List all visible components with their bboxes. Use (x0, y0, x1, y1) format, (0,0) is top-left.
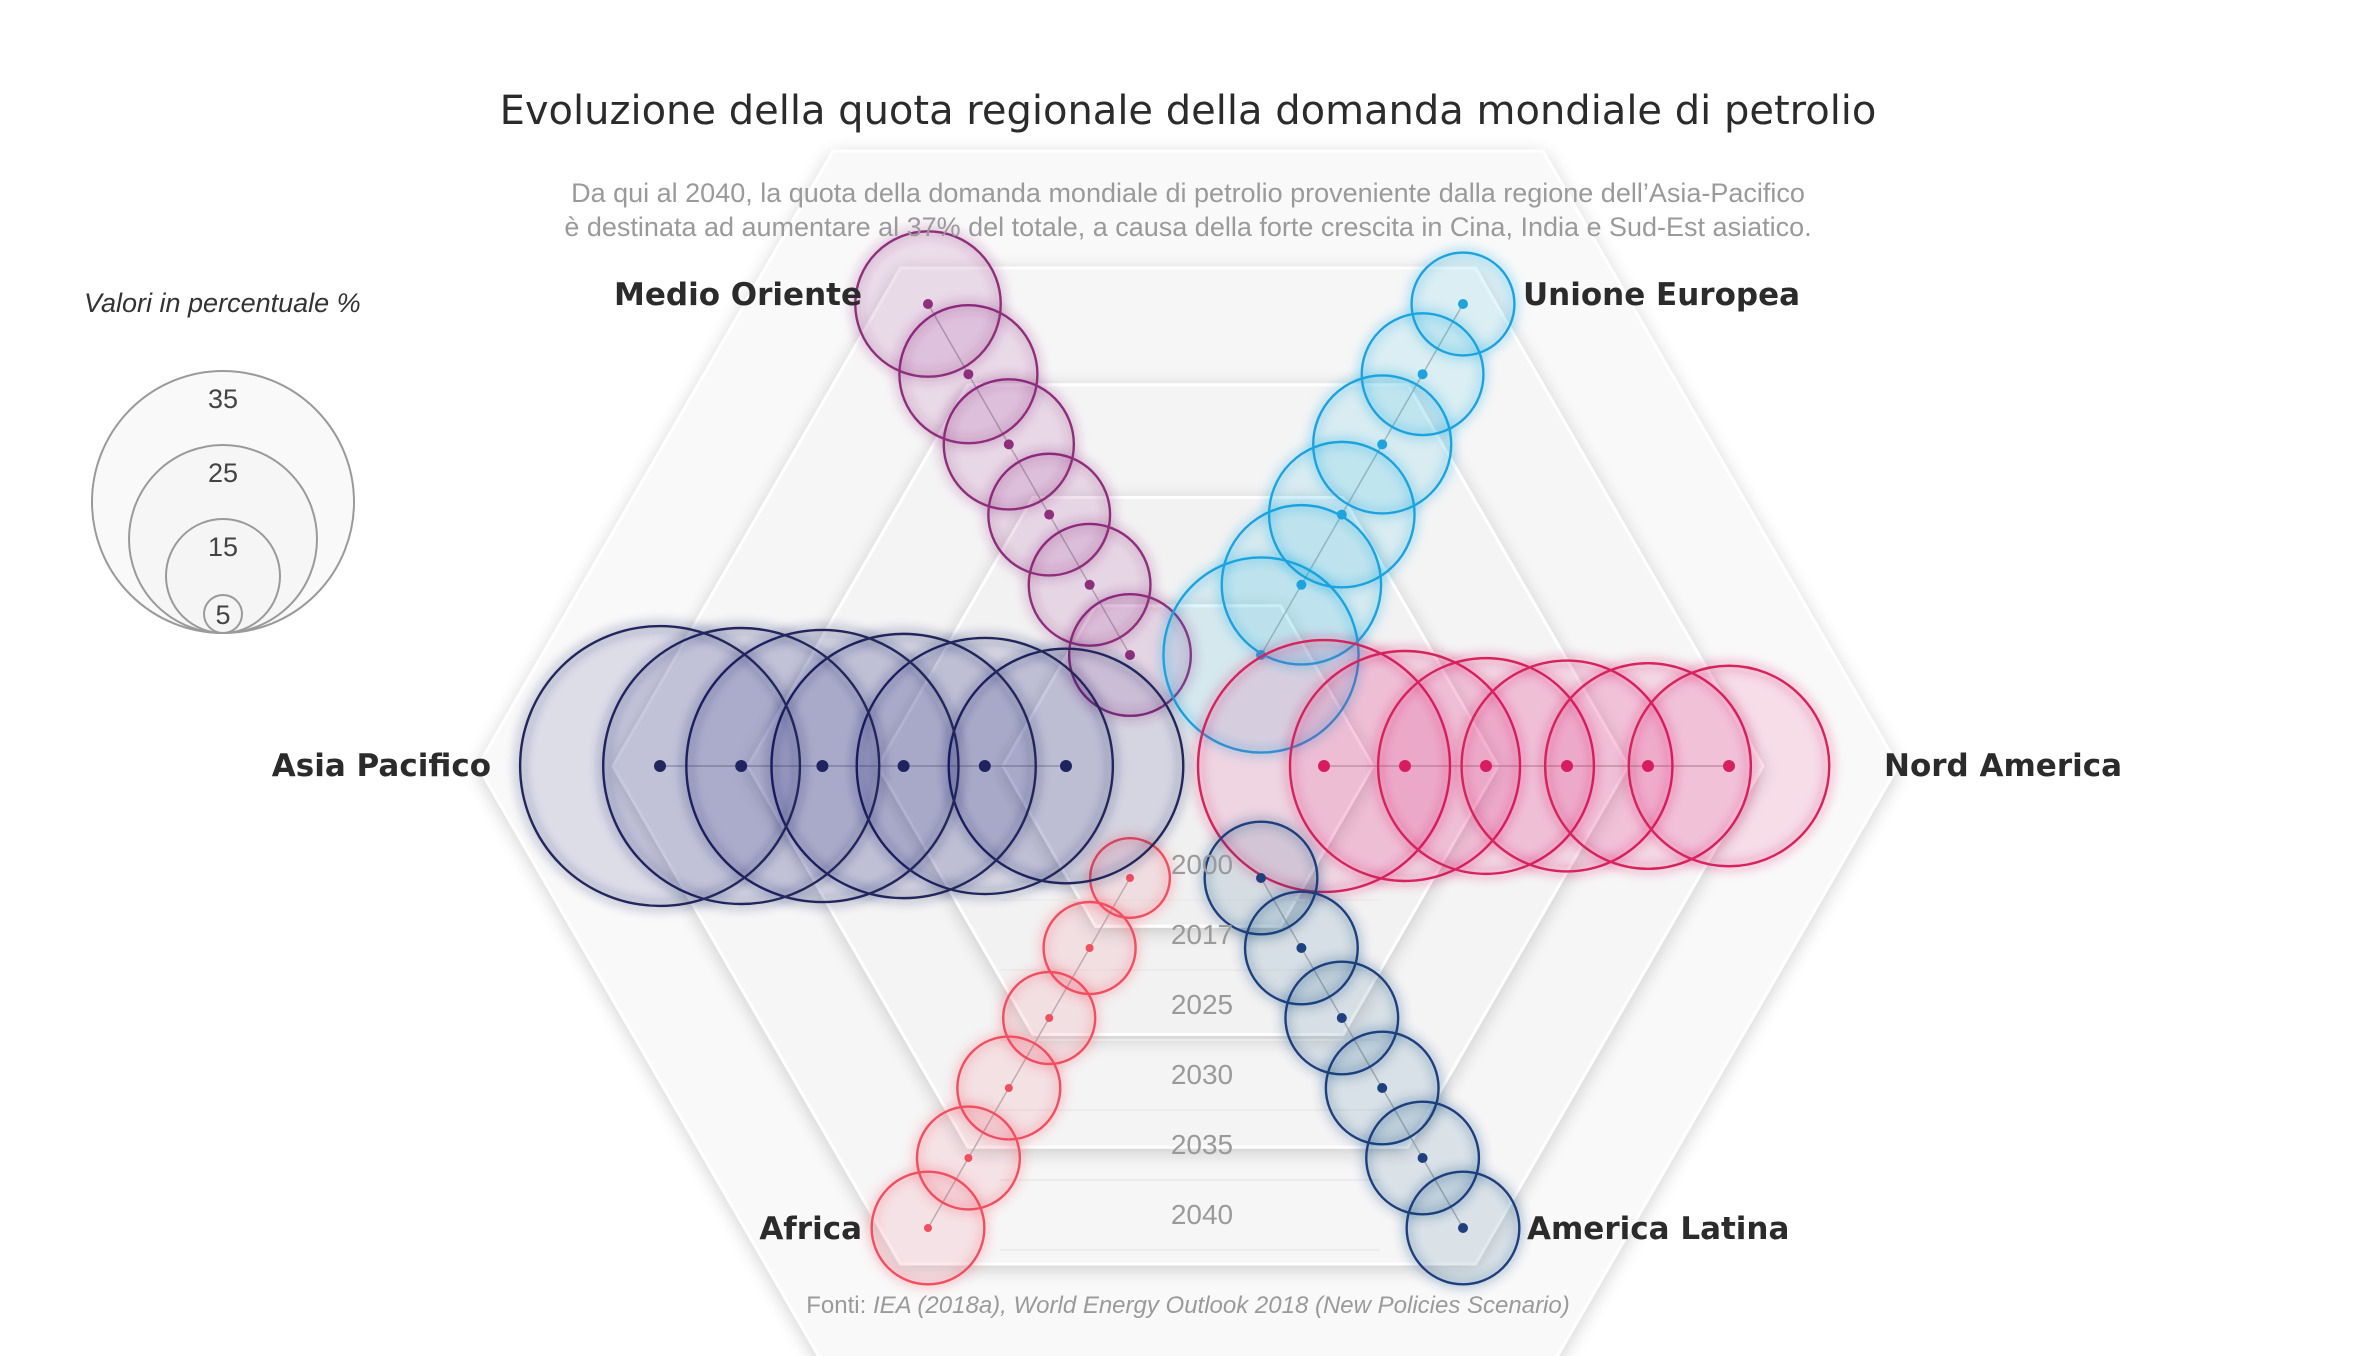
year-label-2035: 2035 (1171, 1129, 1233, 1160)
legend-value-15: 15 (208, 532, 238, 562)
bubble-center-nord-america-2040 (1723, 760, 1735, 772)
legend-value-35: 35 (208, 384, 238, 414)
region-label-asia-pacifico: Asia Pacifico (272, 748, 491, 784)
bubble-center-medio-oriente-2000 (1125, 650, 1135, 660)
source-prefix: Fonti: (806, 1292, 873, 1319)
bubble-center-america-latina-2017 (1296, 943, 1307, 953)
region-label-medio-oriente: Medio Oriente (614, 277, 862, 313)
legend-title: Valori in percentuale % (84, 288, 361, 318)
series-asia-pacifico (518, 624, 1185, 908)
bubble-center-america-latina-2030 (1377, 1083, 1388, 1093)
bubbles (518, 230, 1831, 1286)
series-africa (870, 836, 1172, 1286)
year-label-2040: 2040 (1171, 1199, 1233, 1230)
bubble-center-medio-oriente-2035 (963, 369, 974, 380)
chart-subtitle-line-2: è destinata ad aumentare al 37% del tota… (564, 212, 1811, 242)
year-label-2000: 2000 (1171, 849, 1233, 880)
series-america-latina (1203, 820, 1521, 1286)
bubble-center-africa-2030 (1004, 1084, 1013, 1092)
bubble-center-america-latina-2040 (1458, 1223, 1468, 1233)
bubble-center-america-latina-2035 (1417, 1153, 1428, 1163)
bubble-center-africa-2017 (1085, 944, 1094, 952)
year-label-2025: 2025 (1171, 989, 1233, 1020)
region-label-america-latina: America Latina (1527, 1211, 1789, 1247)
bubble-center-unione-europea-2030 (1377, 439, 1388, 450)
region-label-nord-america: Nord America (1884, 748, 2122, 784)
bubble-center-medio-oriente-2025 (1044, 509, 1055, 520)
region-label-africa: Africa (759, 1211, 862, 1247)
legend-circle-5 (203, 594, 243, 634)
source-text: IEA (2018a), World Energy Outlook 2018 (… (873, 1292, 1570, 1319)
year-label-2017: 2017 (1171, 919, 1233, 950)
bubble-center-medio-oriente-2017 (1084, 579, 1095, 590)
legend-value-5: 5 (215, 600, 230, 630)
bubble-center-america-latina-2000 (1256, 873, 1266, 883)
region-label-unione-europea: Unione Europea (1523, 277, 1800, 313)
bubble-center-unione-europea-2025 (1336, 509, 1347, 520)
legend-value-25: 25 (208, 458, 238, 488)
year-labels: 2000 2017 2025 2030 2035 2040 (1171, 849, 1233, 1230)
bubble-center-america-latina-2025 (1336, 1013, 1347, 1023)
bubble-center-asia-pacifico-2040 (654, 760, 666, 772)
chart-subtitle-line-1: Da qui al 2040, la quota della domanda m… (571, 178, 1805, 208)
size-legend: Valori in percentuale % 35 25 15 5 (84, 288, 361, 634)
bubble-center-unione-europea-2017 (1296, 579, 1307, 590)
region-labels: Medio Oriente Unione Europea Nord America A… (272, 277, 2122, 1247)
source-note: Fonti: IEA (2018a), World Energy Outlook… (806, 1292, 1569, 1319)
bubble-center-unione-europea-2035 (1417, 369, 1428, 380)
bubble-center-medio-oriente-2040 (923, 299, 933, 309)
bubble-center-africa-2000 (1126, 874, 1134, 882)
bubble-center-africa-2025 (1045, 1014, 1054, 1022)
bubble-center-africa-2035 (964, 1154, 973, 1162)
chart-title: Evoluzione della quota regionale della d… (500, 88, 1877, 134)
series-unione-europea (1162, 251, 1516, 754)
year-label-2030: 2030 (1171, 1059, 1233, 1090)
bubble-center-africa-2040 (924, 1224, 932, 1232)
bubble-center-medio-oriente-2030 (1003, 439, 1014, 450)
bubble-center-unione-europea-2040 (1458, 299, 1468, 309)
